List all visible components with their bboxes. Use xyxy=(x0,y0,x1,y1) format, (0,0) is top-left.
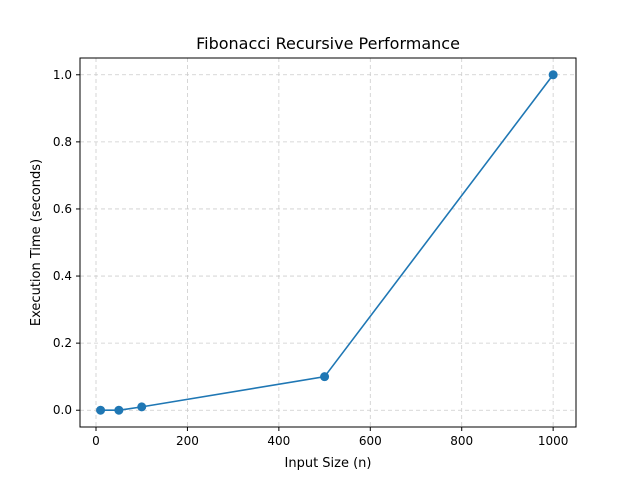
x-tick-label: 800 xyxy=(450,434,473,448)
x-tick-label: 1000 xyxy=(538,434,569,448)
data-point xyxy=(114,405,124,415)
plot-frame xyxy=(79,57,577,428)
series-layer xyxy=(96,70,558,415)
y-tick-label: 1.0 xyxy=(53,68,72,82)
y-tick-label: 0.6 xyxy=(53,202,72,216)
y-tick-label: 0.8 xyxy=(53,135,72,149)
chart-title: Fibonacci Recursive Performance xyxy=(196,34,460,53)
x-axis-label: Input Size (n) xyxy=(285,456,372,471)
x-tick-label: 600 xyxy=(359,434,382,448)
axis-ticks: 0 200 400 600 800 1000 0.0 0.2 0.4 0.6 0.8 1.0 xyxy=(53,68,569,448)
y-tick-label: 0.4 xyxy=(53,269,72,283)
data-point xyxy=(548,70,558,80)
data-point xyxy=(320,372,330,382)
x-tick-label: 200 xyxy=(176,434,199,448)
y-tick-label: 0.2 xyxy=(53,336,72,350)
x-tick-label: 400 xyxy=(267,434,290,448)
grid-lines xyxy=(80,58,576,427)
y-axis-label: Execution Time (seconds) xyxy=(29,159,44,326)
data-point xyxy=(137,402,147,412)
data-point xyxy=(96,405,106,415)
series-line xyxy=(100,74,554,412)
y-tick-label: 0.0 xyxy=(53,403,72,417)
x-tick-label: 0 xyxy=(92,434,100,448)
